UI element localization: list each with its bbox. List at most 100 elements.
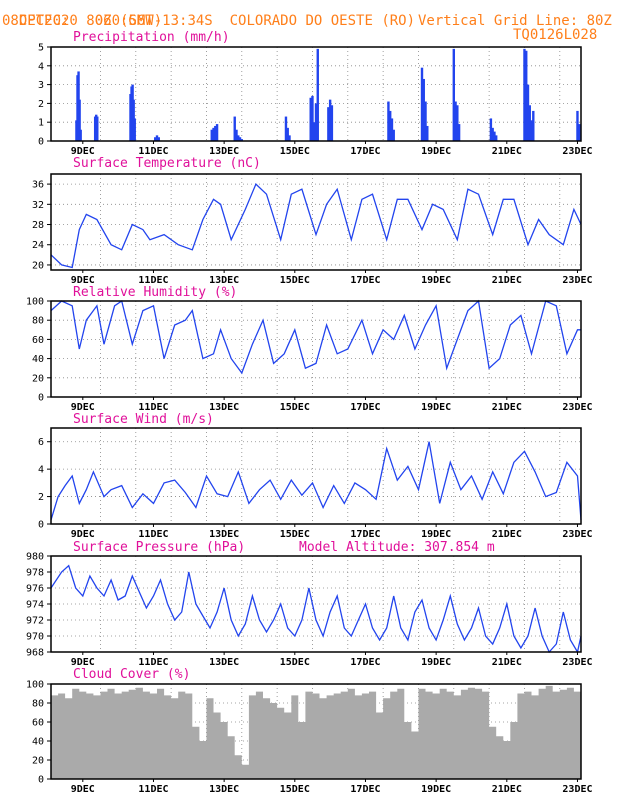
- precip-xtick-label: 17DEC: [350, 146, 380, 157]
- precip-bar: [311, 95, 314, 141]
- wind-frame: [50, 427, 582, 525]
- precip-bar: [133, 118, 136, 141]
- precip-bar: [286, 127, 289, 141]
- precip-bar: [240, 139, 243, 141]
- wind-ytick-label: 4: [38, 465, 44, 476]
- coordinates-label: 060:56W-13:34S: [94, 13, 213, 29]
- wind-xtick-label: 17DEC: [350, 529, 380, 540]
- press-xtick-label: 11DEC: [138, 657, 168, 668]
- wind-ytick-label: 2: [38, 492, 44, 503]
- precip-ytick-label: 1: [38, 118, 44, 129]
- grid-note-label: Vertical Grid Line: 80Z: [418, 13, 612, 29]
- temp-xtick-label: 21DEC: [492, 275, 522, 286]
- precip-bar: [288, 135, 291, 141]
- precip-bar: [491, 127, 494, 141]
- precip-xtick-label: 11DEC: [138, 146, 168, 157]
- model-altitude-label: Model Altitude: 307.854 m: [299, 540, 495, 555]
- run-time-label: 08DEC2020 80Z (GMT): [2, 13, 163, 29]
- precip-bar: [233, 116, 236, 141]
- temp-ytick-label: 32: [32, 200, 44, 211]
- precip-xtick-label: 23DEC: [562, 146, 592, 157]
- temp-ytick-label: 36: [32, 180, 44, 191]
- cloud-ytick-label: 20: [32, 756, 44, 767]
- precip-bar: [309, 97, 312, 141]
- temp-xtick-label: 11DEC: [138, 275, 168, 286]
- temp-line: [50, 182, 582, 269]
- precip-bar: [96, 116, 99, 141]
- press-xtick-label: 21DEC: [492, 657, 522, 668]
- precip-bar: [389, 110, 392, 141]
- precip-bar: [456, 105, 459, 141]
- rh-xtick-label: 17DEC: [350, 402, 380, 413]
- temp-ytick-label: 20: [32, 260, 44, 271]
- rh-xtick-label: 15DEC: [280, 402, 310, 413]
- precip-bar: [457, 124, 461, 141]
- precip-bar: [330, 105, 334, 141]
- wind-ytick-label: 0: [38, 520, 44, 531]
- precip-bar: [214, 125, 217, 141]
- cloud-xtick-label: 17DEC: [350, 784, 380, 795]
- wind-ytick-label: 6: [38, 437, 44, 448]
- press-ytick-label: 974: [26, 600, 44, 611]
- wind-xtick-label: 23DEC: [562, 529, 592, 540]
- rh-line: [50, 299, 581, 375]
- precip-bar: [235, 129, 238, 141]
- press-line: [50, 564, 582, 654]
- rh-ytick-label: 40: [32, 354, 44, 365]
- temp-ytick-label: 24: [32, 240, 44, 251]
- press-xtick-label: 13DEC: [209, 657, 239, 668]
- rh-ytick-label: 60: [32, 335, 44, 346]
- wind-xtick-label: 9DEC: [71, 529, 95, 540]
- precip-bar: [237, 135, 240, 141]
- rh-ytick-label: 0: [38, 393, 44, 404]
- temp-ytick-label: 28: [32, 220, 44, 231]
- precip-bar: [424, 101, 427, 141]
- precip-bar: [525, 50, 528, 142]
- press-ytick-label: 976: [26, 584, 44, 595]
- precip-bar: [387, 101, 390, 141]
- rh-xtick-label: 11DEC: [138, 402, 168, 413]
- precip-bar: [454, 101, 457, 141]
- precip-bar: [215, 124, 219, 141]
- precip-bar: [314, 103, 318, 141]
- press-xtick-label: 19DEC: [421, 657, 451, 668]
- cloud-xtick-label: 9DEC: [71, 784, 95, 795]
- precip-ytick-label: 2: [38, 99, 44, 110]
- precip-frame: [50, 46, 582, 142]
- precip-ytick-label: 4: [38, 61, 44, 72]
- precip-title: Precipitation (mm/h): [73, 30, 230, 45]
- precip-bar: [327, 107, 330, 141]
- cloud-ytick-label: 80: [32, 699, 44, 710]
- press-xtick-label: 9DEC: [71, 657, 95, 668]
- precip-bar: [495, 135, 498, 141]
- precip-bar: [79, 129, 82, 141]
- rh-xtick-label: 9DEC: [71, 402, 95, 413]
- cloud-xtick-label: 11DEC: [138, 784, 168, 795]
- wind-xtick-label: 15DEC: [280, 529, 310, 540]
- cloud-ytick-label: 0: [38, 775, 44, 786]
- precip-bar: [576, 110, 579, 141]
- cloud-area: [51, 685, 581, 779]
- precip-bar: [452, 48, 455, 141]
- precip-bar: [157, 137, 160, 141]
- cloud-xtick-label: 23DEC: [562, 784, 592, 795]
- temp-xtick-label: 15DEC: [280, 275, 310, 286]
- precip-bar: [316, 48, 319, 141]
- wind-line: [50, 441, 582, 521]
- source-label: CPTEC:: [18, 13, 70, 29]
- rh-ytick-label: 20: [32, 373, 44, 384]
- run-code-label: TQ0126L028: [513, 27, 598, 43]
- precip-bar: [523, 48, 526, 141]
- press-ytick-label: 968: [26, 648, 44, 659]
- rh-xtick-label: 19DEC: [421, 402, 451, 413]
- cloud-xtick-label: 21DEC: [492, 784, 522, 795]
- rh-xtick-label: 23DEC: [562, 402, 592, 413]
- precip-bar: [578, 124, 581, 141]
- precip-bar: [489, 118, 493, 141]
- rh-ytick-label: 100: [26, 297, 44, 308]
- cloud-xtick-label: 19DEC: [421, 784, 451, 795]
- rh-title: Relative Humidity (%): [73, 285, 238, 300]
- temp-xtick-label: 17DEC: [350, 275, 380, 286]
- precip-bar: [422, 78, 425, 141]
- precip-bar: [420, 67, 424, 141]
